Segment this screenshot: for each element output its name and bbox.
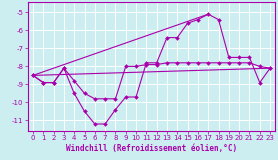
X-axis label: Windchill (Refroidissement éolien,°C): Windchill (Refroidissement éolien,°C)	[66, 144, 237, 153]
